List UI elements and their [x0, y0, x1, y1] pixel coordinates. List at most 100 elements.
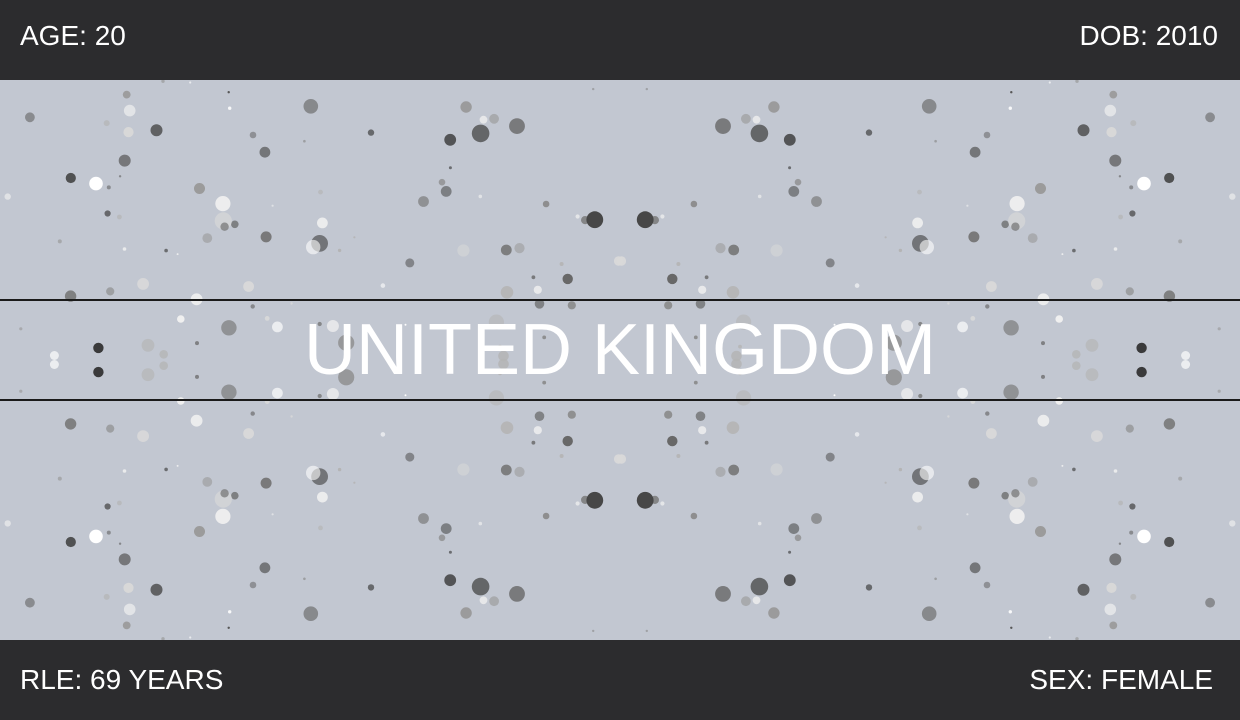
top-bar: AGE: 20 DOB: 2010 — [0, 0, 1240, 80]
decorative-dot — [1008, 610, 1012, 614]
decorative-dot — [986, 428, 997, 439]
decorative-dot — [901, 388, 914, 400]
decorative-dot — [752, 115, 761, 124]
decorative-dot — [478, 521, 483, 526]
decorative-dot — [1072, 248, 1076, 253]
decorative-dot — [457, 244, 470, 257]
decorative-dot — [738, 344, 742, 349]
decorative-dot — [1077, 124, 1090, 137]
decorative-dot — [667, 273, 678, 285]
decorative-dot — [164, 467, 168, 472]
decorative-dot — [1075, 80, 1079, 83]
decorative-dot — [1106, 127, 1117, 138]
decorative-dot — [367, 584, 375, 591]
decorative-dot — [741, 113, 751, 124]
decorative-dot — [690, 200, 698, 208]
decorative-dot — [290, 302, 293, 305]
decorative-dot — [202, 233, 213, 244]
decorative-dot — [65, 172, 76, 184]
decorative-dot — [825, 452, 835, 462]
decorative-dot — [221, 320, 237, 336]
decorative-dot — [220, 222, 229, 231]
decorative-dot — [825, 258, 835, 268]
decorative-dot — [918, 321, 923, 327]
decorative-dot — [227, 626, 230, 629]
decorative-dot — [1217, 389, 1221, 393]
decorative-dot — [478, 194, 483, 199]
decorative-dot — [500, 286, 514, 299]
age-label: AGE: 20 — [20, 20, 126, 51]
decorative-dot — [966, 513, 969, 516]
decorative-dot — [123, 104, 136, 117]
decorative-dot — [985, 304, 990, 309]
decorative-dot — [715, 586, 731, 602]
decorative-dot — [884, 236, 887, 239]
decorative-dot — [122, 469, 127, 473]
decorative-dot — [418, 513, 429, 524]
decorative-dot — [757, 521, 762, 526]
decorative-dot — [1205, 597, 1215, 608]
decorative-dot — [966, 204, 969, 207]
decorative-dot — [49, 360, 59, 369]
decorative-dot — [303, 606, 319, 621]
decorative-dot — [542, 380, 547, 385]
decorative-dot — [500, 464, 512, 476]
decorative-dot — [337, 467, 342, 472]
decorative-dot — [1041, 374, 1045, 379]
decorative-dot — [1003, 320, 1019, 336]
decorative-dot — [1137, 529, 1151, 544]
decorative-dot — [64, 290, 77, 302]
decorative-dot — [271, 513, 274, 516]
decorative-dot — [986, 281, 997, 292]
decorative-dot — [1008, 106, 1012, 110]
decorative-dot — [404, 394, 407, 397]
decorative-dot — [318, 189, 323, 195]
decorative-dot — [89, 529, 103, 544]
decorative-dot — [404, 323, 407, 326]
decorative-dot — [19, 389, 23, 393]
decorative-dot — [500, 244, 512, 256]
decorative-dot — [698, 285, 707, 294]
decorative-dot — [1125, 424, 1134, 433]
decorative-dot — [1027, 233, 1038, 244]
decorative-dot — [418, 196, 429, 207]
decorative-dot — [1217, 327, 1221, 331]
decorative-dot — [562, 273, 573, 285]
divider-line-top — [0, 299, 1240, 301]
decorative-dot — [854, 432, 860, 437]
decorative-dot — [243, 428, 255, 439]
decorative-dot — [460, 607, 472, 619]
decorative-dot — [498, 350, 509, 362]
decorative-dot — [1109, 621, 1118, 630]
decorative-dot — [921, 606, 937, 621]
decorative-dot — [122, 90, 131, 99]
decorative-dot — [715, 118, 731, 134]
decorative-dot — [177, 315, 185, 323]
decorative-dot — [353, 236, 356, 239]
decorative-dot — [1003, 384, 1019, 400]
decorative-dot — [1118, 214, 1123, 220]
decorative-dot — [738, 371, 742, 376]
decorative-dot — [768, 101, 780, 113]
decorative-dot — [65, 536, 76, 548]
decorative-dot — [788, 523, 800, 534]
decorative-dot — [438, 178, 446, 186]
decorative-dot — [215, 508, 231, 524]
decorative-dot — [636, 491, 654, 509]
decorative-dot — [693, 335, 698, 340]
decorative-dot — [1072, 350, 1081, 359]
decorative-dot — [271, 204, 274, 207]
decorative-dot — [983, 581, 991, 589]
decorative-dot — [783, 574, 796, 587]
decorative-dot — [93, 342, 104, 354]
decorative-dot — [690, 512, 698, 520]
decorative-dot — [559, 454, 564, 458]
decorative-dot — [1109, 553, 1122, 566]
decorative-dot — [947, 415, 950, 418]
decorative-dot — [592, 87, 595, 91]
decorative-dot — [306, 239, 321, 255]
decorative-dot — [1009, 508, 1025, 524]
decorative-dot — [741, 596, 751, 607]
decorative-dot — [1001, 491, 1009, 500]
decorative-dot — [533, 426, 542, 435]
